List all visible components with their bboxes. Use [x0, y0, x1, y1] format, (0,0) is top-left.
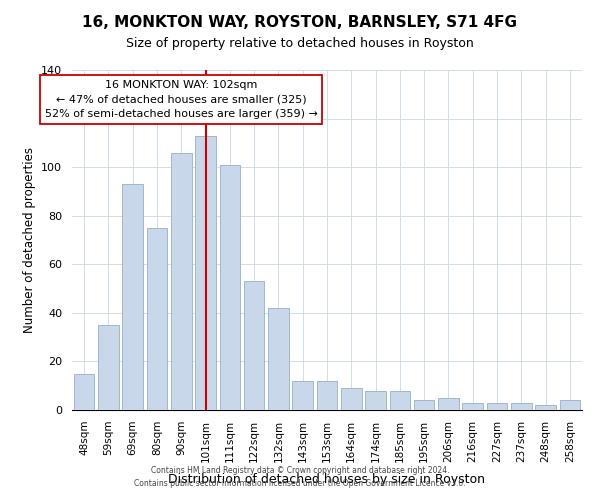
- Bar: [438, 398, 459, 410]
- Text: 16 MONKTON WAY: 102sqm
← 47% of detached houses are smaller (325)
52% of semi-de: 16 MONKTON WAY: 102sqm ← 47% of detached…: [45, 80, 318, 120]
- Bar: [268, 308, 289, 410]
- Y-axis label: Number of detached properties: Number of detached properties: [23, 147, 35, 333]
- Bar: [365, 390, 386, 410]
- Bar: [122, 184, 143, 410]
- Bar: [220, 164, 240, 410]
- Bar: [487, 402, 508, 410]
- Bar: [98, 325, 119, 410]
- Bar: [317, 381, 337, 410]
- Bar: [463, 402, 483, 410]
- Bar: [171, 152, 191, 410]
- Bar: [511, 402, 532, 410]
- Bar: [244, 282, 265, 410]
- Bar: [341, 388, 362, 410]
- Bar: [74, 374, 94, 410]
- Bar: [146, 228, 167, 410]
- Bar: [292, 381, 313, 410]
- Text: Contains HM Land Registry data © Crown copyright and database right 2024.
Contai: Contains HM Land Registry data © Crown c…: [134, 466, 466, 487]
- Text: Size of property relative to detached houses in Royston: Size of property relative to detached ho…: [126, 38, 474, 51]
- Bar: [414, 400, 434, 410]
- Bar: [389, 390, 410, 410]
- Bar: [535, 405, 556, 410]
- Bar: [195, 136, 216, 410]
- X-axis label: Distribution of detached houses by size in Royston: Distribution of detached houses by size …: [169, 473, 485, 486]
- Bar: [560, 400, 580, 410]
- Text: 16, MONKTON WAY, ROYSTON, BARNSLEY, S71 4FG: 16, MONKTON WAY, ROYSTON, BARNSLEY, S71 …: [83, 15, 517, 30]
